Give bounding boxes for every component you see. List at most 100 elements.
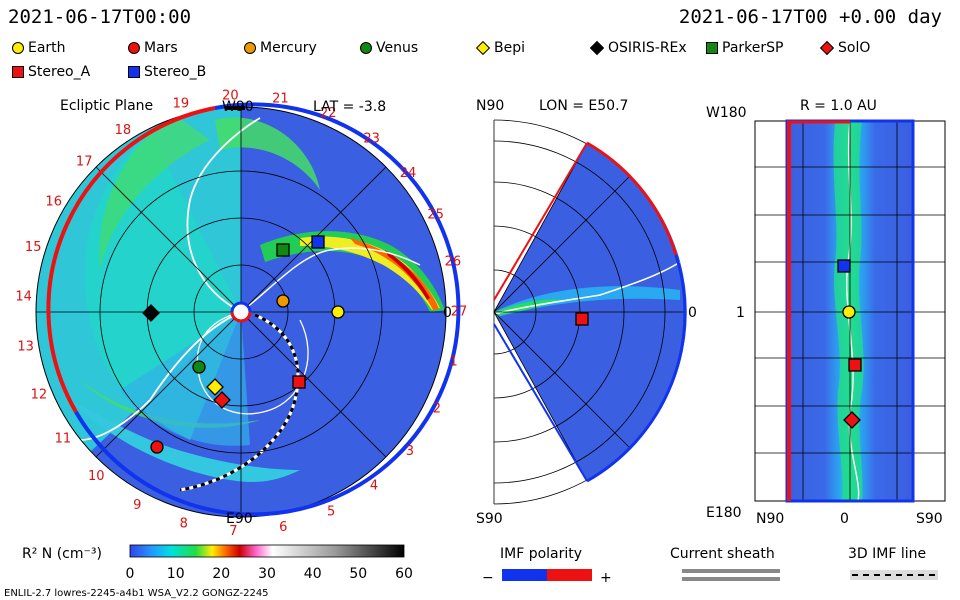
radial-title: R = 1.0 AU — [800, 98, 877, 114]
colorbar-tick-label: 20 — [212, 566, 230, 582]
w180-label: W180 — [706, 105, 747, 121]
radial-mid-label: 1 — [736, 305, 745, 321]
colorbar — [129, 544, 405, 558]
legend-item-bepi: Bepi — [475, 40, 525, 56]
marker-earth — [842, 305, 856, 319]
s90-label: S90 — [476, 511, 503, 527]
legend-label: Venus — [376, 40, 419, 56]
carrington-label: 8 — [180, 516, 188, 531]
imf-plus-label: + — [600, 570, 612, 586]
legend-label: Mars — [144, 40, 178, 56]
legend-label: Stereo_A — [28, 64, 91, 80]
legend-item-stereo-a: Stereo_A — [12, 64, 90, 80]
marker-parkersp — [276, 243, 290, 257]
carrington-label: 15 — [25, 240, 42, 255]
current-sheath-line-2 — [682, 577, 780, 581]
timestamp-right: 2021-06-17T00 +0.00 day — [678, 6, 942, 28]
carrington-label: 1 — [449, 354, 457, 369]
carrington-label: 4 — [370, 479, 378, 494]
radial-s90-label: S90 — [916, 511, 943, 527]
carrington-label: 26 — [445, 255, 462, 270]
imf-minus-label: − — [482, 570, 494, 586]
marker-mars — [150, 440, 164, 454]
n90-label: N90 — [476, 98, 504, 114]
e90-label: E90 — [226, 511, 253, 527]
imf-line-title: 3D IMF line — [848, 546, 926, 562]
carrington-label: 24 — [400, 166, 417, 181]
square-marker-icon — [706, 42, 718, 54]
colorbar-tick-label: 30 — [258, 566, 276, 582]
carrington-label: 11 — [55, 432, 72, 447]
footer-info: ENLIL-2.7 lowres-2245-a4b1 WSA_V2.2 GONG… — [4, 588, 269, 599]
marker-bepi — [206, 378, 224, 396]
square-marker-icon — [128, 66, 140, 78]
carrington-label: 14 — [15, 289, 32, 304]
lat-label: LAT = -3.8 — [313, 99, 386, 115]
marker-venus — [192, 360, 206, 374]
colorbar-tick-label: 60 — [395, 566, 413, 582]
current-sheath-title: Current sheath — [670, 546, 775, 562]
marker-solo — [213, 391, 231, 409]
legend-item-earth: Earth — [12, 40, 66, 56]
ecliptic-title: Ecliptic Plane — [60, 98, 153, 114]
marker-stereo-a — [575, 312, 589, 326]
circle-marker-icon — [12, 42, 24, 54]
ecliptic-zero-label: 0 — [443, 305, 452, 321]
e180-label: E180 — [706, 505, 742, 521]
radial-n90-label: N90 — [756, 511, 784, 527]
marker-stereo-b — [837, 259, 851, 273]
legend-item-parkersp: ParkerSP — [706, 40, 783, 56]
circle-marker-icon — [360, 42, 372, 54]
carrington-label: 7 — [229, 524, 237, 539]
timestamp-left: 2021-06-17T00:00 — [8, 6, 192, 28]
legend-item-mercury: Mercury — [244, 40, 317, 56]
lon-label: LON = E50.7 — [539, 98, 628, 114]
legend-label: OSIRIS-REx — [608, 40, 687, 56]
colorbar-tick-label: 0 — [126, 566, 135, 582]
imf-positive-swatch — [547, 569, 592, 581]
carrington-label: 19 — [173, 96, 190, 111]
legend-item-stereo-b: Stereo_B — [128, 64, 206, 80]
colorbar-tick-label: 10 — [167, 566, 185, 582]
meridional-panel — [493, 119, 687, 505]
marker-osiris-rex — [142, 304, 160, 322]
meridional-zero-label: 0 — [688, 305, 697, 321]
circle-marker-icon — [128, 42, 140, 54]
legend-label: Mercury — [260, 40, 317, 56]
carrington-label: 9 — [133, 498, 141, 513]
carrington-label: 23 — [363, 131, 380, 146]
colorbar-label: R² N (cm⁻³) — [22, 546, 102, 562]
marker-stereo-a — [848, 358, 862, 372]
radial-zero-label: 0 — [840, 511, 849, 527]
legend-label: Bepi — [494, 40, 525, 56]
legend-label: ParkerSP — [722, 40, 784, 56]
w90-label: W90 — [222, 99, 254, 115]
marker-solo — [843, 411, 861, 429]
current-sheath-line-1 — [682, 569, 780, 573]
imf-negative-swatch — [502, 569, 547, 581]
carrington-label: 12 — [31, 388, 48, 403]
legend-label: Earth — [28, 40, 66, 56]
marker-earth — [331, 305, 345, 319]
carrington-label: 18 — [115, 123, 132, 138]
carrington-label: 10 — [88, 469, 105, 484]
carrington-label: 5 — [327, 505, 335, 520]
carrington-label: 6 — [279, 520, 287, 535]
carrington-label: 17 — [76, 155, 93, 170]
legend-item-osiris-rex: OSIRIS-REx — [589, 40, 687, 56]
colorbar-tick-label: 40 — [304, 566, 322, 582]
imf-line-bg — [850, 570, 938, 580]
carrington-label: 13 — [17, 339, 34, 354]
legend-label: Stereo_B — [144, 64, 207, 80]
legend-item-mars: Mars — [128, 40, 178, 56]
colorbar-tick-label: 50 — [349, 566, 367, 582]
carrington-label: 25 — [427, 208, 444, 223]
body-markers — [142, 235, 862, 454]
carrington-label: 21 — [272, 92, 289, 107]
carrington-label: 22 — [320, 106, 337, 121]
legend-label: SolO — [838, 40, 871, 56]
legend-item-solo: SolO — [819, 40, 871, 56]
carrington-label: 16 — [45, 194, 62, 209]
